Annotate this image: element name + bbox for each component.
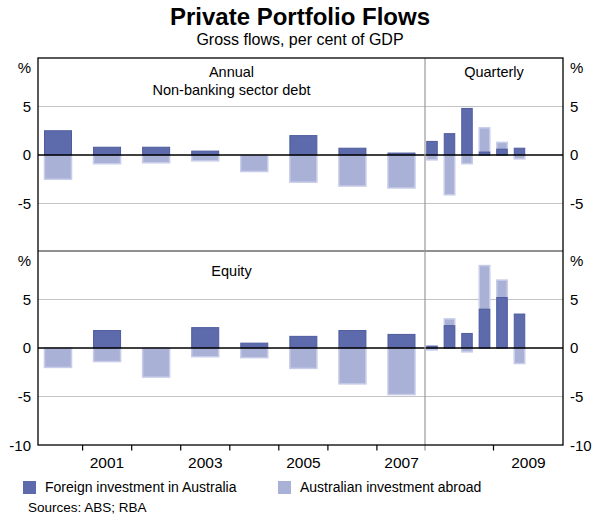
bar-abroad-annual-2001 (94, 348, 121, 362)
y-tick-label-left: 5 (23, 98, 31, 115)
bar-abroad-annual-2006 (339, 155, 366, 186)
bar-abroad-annual-2006 (339, 348, 366, 384)
bar-foreign-annual-2007 (388, 334, 415, 348)
bar-abroad-annual-2007 (388, 348, 415, 395)
x-tick-label: 2009 (511, 454, 545, 471)
bar-foreign-quarterly-q6 (514, 148, 525, 155)
y-axis-unit-right: % (570, 252, 583, 269)
chart-subtitle: Gross flows, per cent of GDP (0, 31, 600, 49)
bar-foreign-quarterly-q5 (497, 149, 508, 155)
bar-abroad-annual-2003 (192, 348, 219, 357)
foreign-investment-swatch-icon (23, 481, 36, 494)
bar-abroad-annual-2005 (290, 155, 317, 182)
rba-chart-page: Private Portfolio Flows Gross flows, per… (0, 0, 600, 523)
bar-foreign-annual-2001 (94, 331, 121, 348)
sources-note: Sources: ABS; RBA (28, 500, 147, 515)
bar-abroad-annual-2004 (241, 155, 268, 171)
legend-label-foreign: Foreign investment in Australia (45, 479, 236, 495)
bar-abroad-annual-2007 (388, 155, 415, 188)
bar-foreign-quarterly-q5 (497, 298, 508, 348)
bar-foreign-quarterly-q4 (479, 309, 490, 348)
australian-investment-swatch-icon (278, 481, 291, 494)
x-tick-label: 2001 (90, 454, 124, 471)
quarterly-section-label: Quarterly (464, 64, 524, 80)
y-tick-label-right: 0 (570, 146, 578, 163)
bar-abroad-quarterly-q4 (479, 128, 490, 155)
y-axis-unit-right: % (570, 59, 583, 76)
bar-foreign-annual-2005 (290, 136, 317, 155)
bar-abroad-quarterly-q6 (514, 348, 525, 364)
bar-foreign-annual-2003 (192, 328, 219, 348)
x-tick-label: 2007 (384, 454, 418, 471)
bar-abroad-annual-2004 (241, 348, 268, 358)
bar-abroad-quarterly-q2 (444, 155, 455, 195)
bar-abroad-quarterly-q3 (462, 155, 473, 164)
bar-abroad-annual-2005 (290, 348, 317, 368)
x-tick-label: 2003 (188, 454, 222, 471)
bar-foreign-annual-2001 (94, 147, 121, 155)
y-axis-unit-left: % (18, 59, 31, 76)
bar-abroad-annual-2001 (94, 155, 121, 164)
equity-panel-title: Equity (211, 263, 252, 279)
y-tick-label-right: 5 (570, 291, 578, 308)
y-tick-label-right: 5 (570, 98, 578, 115)
bar-abroad-annual-2000 (45, 348, 72, 367)
y-tick-label-right: 0 (570, 339, 578, 356)
y-tick-label-left: 5 (23, 291, 31, 308)
y-axis-unit-left: % (18, 252, 31, 269)
annual-section-label: Annual (209, 64, 254, 80)
bar-abroad-quarterly-q1 (427, 155, 438, 160)
bar-foreign-annual-2000 (45, 131, 72, 155)
bar-foreign-annual-2005 (290, 336, 317, 348)
bar-abroad-annual-2002 (143, 155, 170, 163)
bar-abroad-annual-2003 (192, 155, 219, 161)
bar-abroad-annual-2000 (45, 155, 72, 179)
x-tick-label: 2005 (286, 454, 320, 471)
bar-foreign-annual-2006 (339, 331, 366, 348)
legend: Foreign investment in Australia Australi… (0, 479, 600, 497)
y-tick-label-right: -5 (570, 388, 583, 405)
bar-abroad-annual-2002 (143, 348, 170, 377)
debt-panel-title: Non-banking sector debt (153, 82, 311, 98)
bar-foreign-quarterly-q2 (444, 134, 455, 155)
legend-item-abroad: Australian investment abroad (278, 479, 481, 495)
y-tick-label-right: -10 (570, 437, 592, 454)
y-tick-label-right: -5 (570, 195, 583, 212)
bar-foreign-quarterly-q2 (444, 326, 455, 348)
y-tick-label-left: -10 (9, 437, 31, 454)
legend-label-abroad: Australian investment abroad (300, 479, 481, 495)
y-tick-label-left: -5 (18, 195, 31, 212)
y-tick-label-left: -5 (18, 388, 31, 405)
bar-foreign-quarterly-q6 (514, 314, 525, 348)
bar-foreign-annual-2002 (143, 147, 170, 155)
y-tick-label-left: 0 (23, 146, 31, 163)
bar-foreign-quarterly-q3 (462, 108, 473, 155)
bar-foreign-quarterly-q3 (462, 333, 473, 348)
y-tick-label-left: 0 (23, 339, 31, 356)
bar-foreign-quarterly-q1 (427, 141, 438, 155)
chart-title: Private Portfolio Flows (0, 3, 600, 31)
portfolio-flows-chart: %% 5 5 0 0 -5 -5%% 5 5 0 0 -5 -5 -10 -10 2001 2003 2005 20… (0, 55, 600, 475)
bar-foreign-annual-2004 (241, 343, 268, 348)
legend-item-foreign: Foreign investment in Australia (23, 479, 236, 495)
bar-foreign-annual-2006 (339, 148, 366, 155)
